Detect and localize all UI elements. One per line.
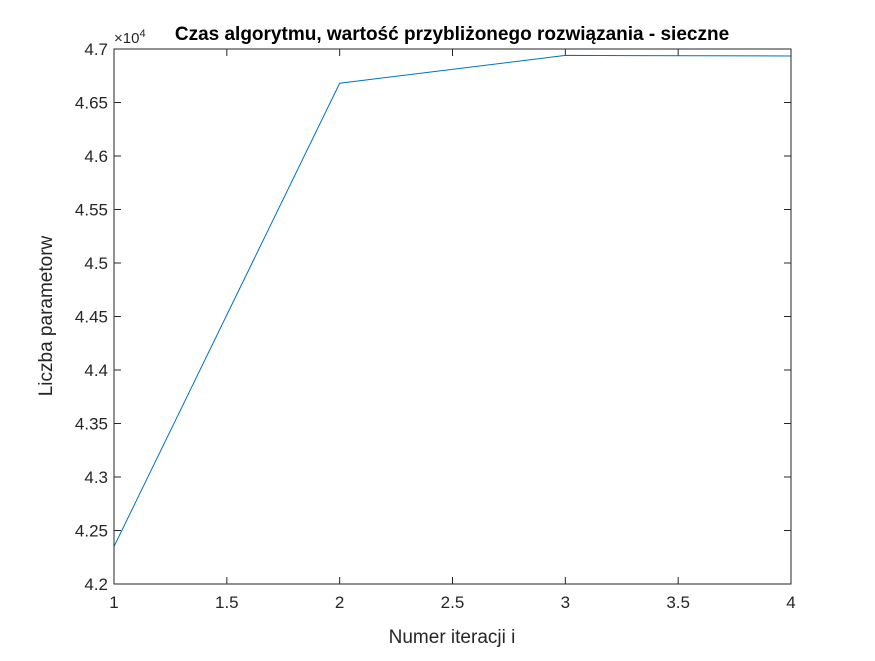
y-tick-label: 4.5 [84,254,108,273]
y-tick-label: 4.3 [84,468,108,487]
y-tick-label: 4.6 [84,147,108,166]
series-line [113,54,792,547]
series-layer [113,54,792,547]
plot-area [114,49,791,584]
x-tick-label: 1.5 [215,593,239,612]
x-tick-label: 3.5 [666,593,690,612]
y-tick-label: 4.2 [84,575,108,594]
x-axis-label: Numer iteracji i [389,627,516,648]
y-axis-label: Liczba parametorw [36,235,57,396]
x-tick-label: 3 [561,593,570,612]
y-tick-label: 4.25 [75,522,108,541]
y-tick-label: 4.35 [75,415,108,434]
exponent-label: ×104 [114,28,146,47]
x-tick-label: 2.5 [441,593,465,612]
x-tick-label: 1 [109,593,118,612]
tick-labels: 1 1.5 2 2.5 3 3.5 4 4.2 4.25 4.3 4.35 4.4 4.45 4.5 4.5… [75,40,796,612]
y-tick-label: 4.65 [75,94,108,113]
y-tick-label: 4.55 [75,201,108,220]
exponent-power: 4 [139,28,145,40]
y-tick-label: 4.4 [84,361,108,380]
axes-box [113,48,792,585]
y-tick-label: 4.7 [84,40,108,59]
x-tick-label: 2 [335,593,344,612]
y-tick-label: 4.45 [75,308,108,327]
chart-title: Czas algorytmu, wartość przybliżonego ro… [175,24,729,45]
x-tick-label: 4 [786,593,795,612]
